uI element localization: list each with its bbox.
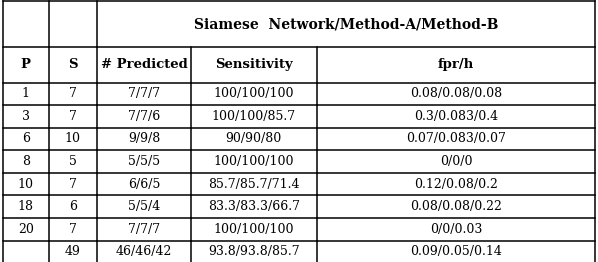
Text: 100/100/100: 100/100/100	[213, 155, 294, 168]
Text: S: S	[68, 58, 78, 71]
Text: 100/100/100: 100/100/100	[213, 223, 294, 236]
Text: 10: 10	[65, 133, 81, 145]
Text: 46/46/42: 46/46/42	[115, 245, 172, 258]
Text: 90/90/80: 90/90/80	[225, 133, 282, 145]
Text: 7/7/7: 7/7/7	[128, 87, 160, 100]
Text: 0/0/0.03: 0/0/0.03	[430, 223, 482, 236]
Text: 7/7/7: 7/7/7	[128, 223, 160, 236]
Text: 0.3/0.083/0.4: 0.3/0.083/0.4	[414, 110, 498, 123]
Text: 100/100/85.7: 100/100/85.7	[212, 110, 296, 123]
Text: 0.07/0.083/0.07: 0.07/0.083/0.07	[406, 133, 506, 145]
Text: # Predicted: # Predicted	[100, 58, 187, 71]
Text: 6: 6	[22, 133, 30, 145]
Text: 5/5/5: 5/5/5	[128, 155, 160, 168]
Text: 0.08/0.08/0.08: 0.08/0.08/0.08	[410, 87, 502, 100]
Text: 0.09/0.05/0.14: 0.09/0.05/0.14	[410, 245, 502, 258]
Text: 49: 49	[65, 245, 81, 258]
Text: 0.08/0.08/0.22: 0.08/0.08/0.22	[410, 200, 502, 213]
Text: Sensitivity: Sensitivity	[215, 58, 292, 71]
Text: 1: 1	[22, 87, 30, 100]
Text: 8: 8	[22, 155, 30, 168]
Text: 83.3/83.3/66.7: 83.3/83.3/66.7	[208, 200, 300, 213]
Text: Siamese  Network/Method-A/Method-B: Siamese Network/Method-A/Method-B	[194, 17, 498, 31]
Text: 3: 3	[22, 110, 30, 123]
Text: 7: 7	[69, 178, 77, 191]
Text: 0.12/0.08/0.2: 0.12/0.08/0.2	[414, 178, 498, 191]
Text: 100/100/100: 100/100/100	[213, 87, 294, 100]
Text: 0/0/0: 0/0/0	[440, 155, 472, 168]
Text: 85.7/85.7/71.4: 85.7/85.7/71.4	[208, 178, 300, 191]
Text: 93.8/93.8/85.7: 93.8/93.8/85.7	[208, 245, 300, 258]
Text: 20: 20	[18, 223, 33, 236]
Text: P: P	[21, 58, 30, 71]
Text: 7/7/6: 7/7/6	[128, 110, 160, 123]
Text: 6/6/5: 6/6/5	[128, 178, 160, 191]
Text: 5/5/4: 5/5/4	[128, 200, 160, 213]
Text: 7: 7	[69, 87, 77, 100]
Text: 9/9/8: 9/9/8	[128, 133, 160, 145]
Text: 6: 6	[69, 200, 77, 213]
Text: fpr/h: fpr/h	[438, 58, 474, 71]
Text: 18: 18	[18, 200, 33, 213]
Text: 10: 10	[18, 178, 33, 191]
Text: 7: 7	[69, 223, 77, 236]
Text: 7: 7	[69, 110, 77, 123]
Text: 5: 5	[69, 155, 77, 168]
